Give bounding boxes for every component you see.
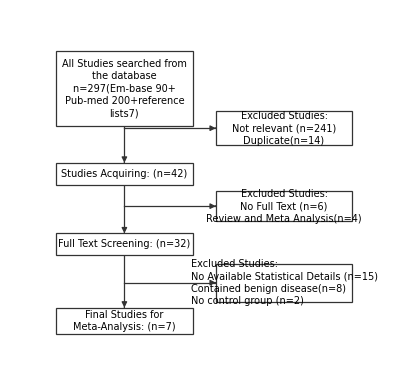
FancyBboxPatch shape xyxy=(216,264,352,302)
Text: Final Studies for
Meta-Analysis: (n=7): Final Studies for Meta-Analysis: (n=7) xyxy=(73,310,176,332)
Text: Excluded Studies:
Not relevant (n=241)
Duplicate(n=14): Excluded Studies: Not relevant (n=241) D… xyxy=(232,111,336,146)
Text: Excluded Studies:
No Available Statistical Details (n=15)
Contained benign disea: Excluded Studies: No Available Statistic… xyxy=(190,259,378,306)
FancyBboxPatch shape xyxy=(216,111,352,145)
Text: Studies Acquiring: (n=42): Studies Acquiring: (n=42) xyxy=(61,169,188,179)
FancyBboxPatch shape xyxy=(56,233,193,256)
FancyBboxPatch shape xyxy=(56,308,193,334)
Text: All Studies searched from
the database
n=297(Em-base 90+
Pub-med 200+reference
l: All Studies searched from the database n… xyxy=(62,59,187,118)
FancyBboxPatch shape xyxy=(216,191,352,221)
FancyBboxPatch shape xyxy=(56,163,193,185)
FancyBboxPatch shape xyxy=(56,51,193,126)
Text: Full Text Screening: (n=32): Full Text Screening: (n=32) xyxy=(58,240,190,249)
Text: Excluded Studies:
No Full Text (n=6)
Review and Meta Analysis(n=4): Excluded Studies: No Full Text (n=6) Rev… xyxy=(206,189,362,223)
